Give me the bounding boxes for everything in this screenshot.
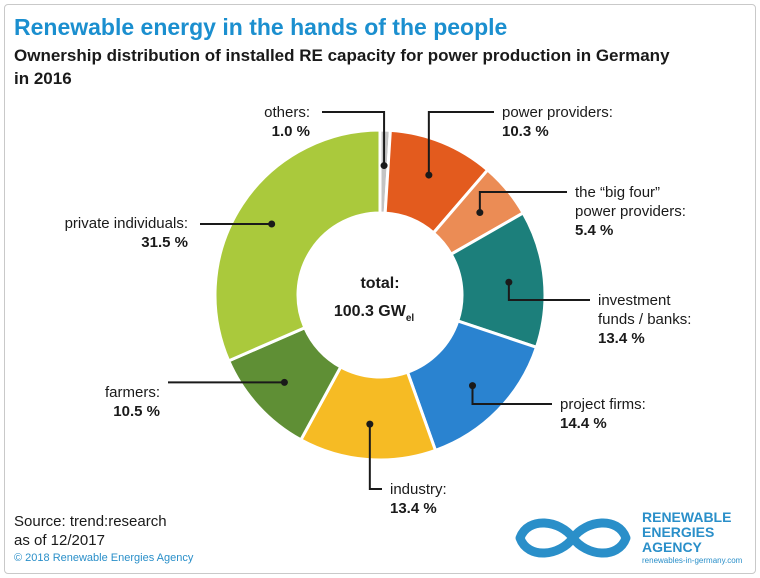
chart-title: Renewable energy in the hands of the peo… (14, 14, 508, 40)
slice-7 (213, 128, 382, 363)
slice-name-3: investment funds / banks: (598, 292, 691, 328)
slice-name-4: project firms: (560, 396, 646, 413)
logo-line-2: ENERGIES (642, 524, 715, 540)
slice-value-4: 14.4 % (560, 415, 607, 432)
source-note: Source: trend:research as of 12/2017 (14, 512, 167, 550)
slice-value-2: 5.4 % (575, 222, 613, 239)
leader-dot-5 (366, 420, 374, 428)
leader-dot-6 (280, 378, 288, 386)
slice-value-6: 10.5 % (113, 403, 160, 420)
slice-name-7: private individuals: (65, 215, 188, 232)
leader-dot-1 (425, 171, 433, 179)
leader-line-5 (368, 424, 382, 490)
logo-wordmark: RENEWABLE ENERGIES AGENCY (642, 510, 731, 555)
leader-dot-4 (469, 382, 477, 390)
infographic-frame (4, 4, 756, 574)
slice-labels: others: 1.0 % power providers: 10.3 % the “b… (65, 104, 692, 517)
center-label: total: (360, 275, 399, 292)
slice-group (213, 128, 547, 462)
infinity-logo-icon (515, 518, 631, 558)
leader-dot-2 (476, 209, 484, 217)
leader-line-2 (478, 191, 567, 213)
total-unit-subscript: el (406, 313, 415, 324)
leader-line-1 (427, 111, 494, 176)
logo-line-1: RENEWABLE (642, 509, 732, 525)
slice-name-1: power providers: (502, 104, 613, 121)
leader-line-4 (471, 385, 552, 405)
slice-name-2: the “big four” power providers: (575, 184, 686, 220)
slice-name-0: others: (264, 104, 310, 121)
total-value-number: 100.3 GW (334, 303, 407, 320)
slice-value-3: 13.4 % (598, 330, 645, 347)
leader-lines (168, 111, 590, 490)
leader-line-3 (507, 282, 590, 301)
leader-dot-0 (380, 162, 388, 170)
slice-value-5: 13.4 % (390, 500, 437, 517)
source-line: Source: trend:research (14, 513, 167, 530)
leader-dot-7 (268, 220, 276, 228)
slice-value-7: 31.5 % (141, 234, 188, 251)
slice-value-0: 1.0 % (272, 123, 310, 140)
slice-name-6: farmers: (105, 384, 160, 401)
slice-name-5: industry: (390, 481, 447, 498)
copyright-text: © 2018 Renewable Energies Agency (14, 552, 194, 564)
logo-line-3: AGENCY (642, 539, 702, 555)
leader-line-0 (322, 111, 386, 166)
total-value: 100.3 GWel (334, 303, 415, 324)
leader-dot-3 (505, 278, 513, 286)
chart-subtitle: Ownership distribution of installed RE c… (14, 46, 670, 88)
source-date: as of 12/2017 (14, 532, 105, 549)
slice-value-1: 10.3 % (502, 123, 549, 140)
logo-url: renewables-in-germany.com (642, 556, 743, 565)
agency-logo: RENEWABLE ENERGIES AGENCY renewables-in-… (508, 506, 748, 570)
